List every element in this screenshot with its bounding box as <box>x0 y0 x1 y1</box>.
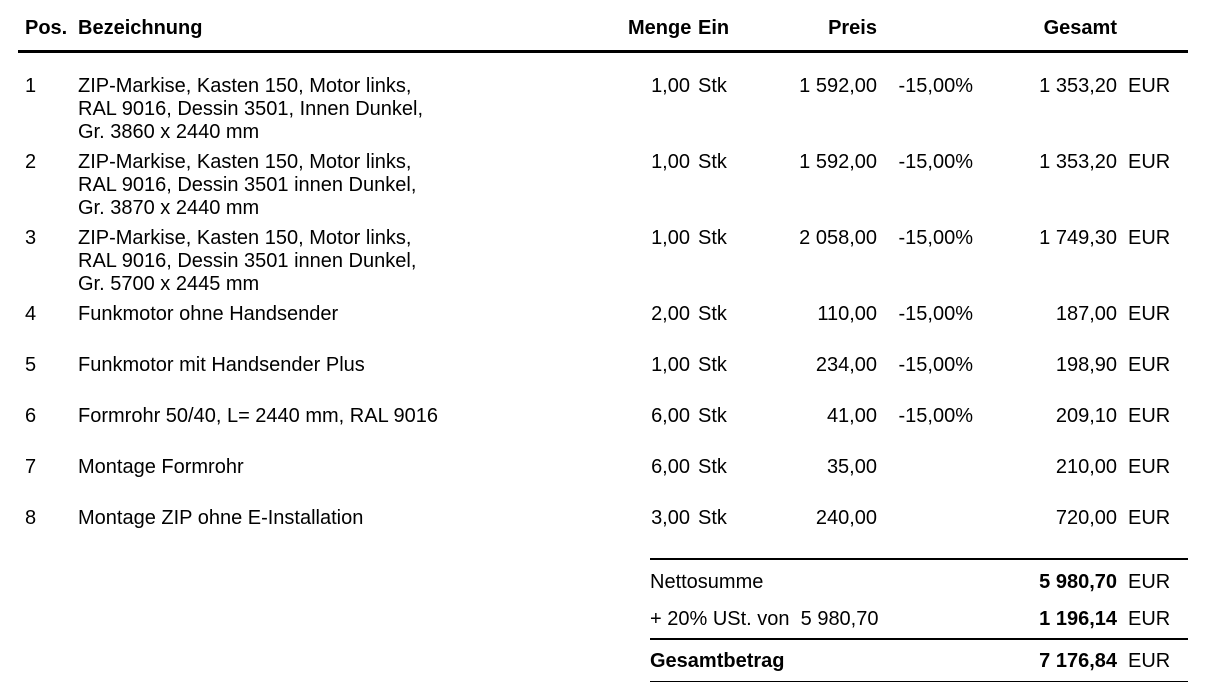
item-discount: -15,00% <box>898 303 974 325</box>
item-price: 35,00 <box>826 456 877 478</box>
item-currency: EUR <box>1128 456 1171 478</box>
item-price: 1 592,00 <box>799 151 877 173</box>
item-price: 110,00 <box>817 303 877 325</box>
item-discount: -15,00% <box>898 75 974 97</box>
line-item-row: 2 ZIP-Markise, Kasten 150, Motor links, … <box>25 151 1212 220</box>
item-quantity: 6,00 <box>651 456 690 478</box>
netto-sum-label: Nettosumme <box>650 571 764 593</box>
item-currency: EUR <box>1128 303 1171 325</box>
item-pos: 5 <box>25 354 37 376</box>
item-currency: EUR <box>1128 227 1171 249</box>
item-description: ZIP-Markise, Kasten 150, Motor links, RA… <box>78 227 417 295</box>
col-header-bezeichnung: Bezeichnung <box>78 17 203 39</box>
item-total: 210,00 <box>1055 456 1117 478</box>
item-description: ZIP-Markise, Kasten 150, Motor links, RA… <box>78 151 417 219</box>
item-currency: EUR <box>1128 405 1171 427</box>
item-unit: Stk <box>698 227 727 249</box>
item-price: 2 058,00 <box>799 227 877 249</box>
vat-currency: EUR <box>1128 608 1171 630</box>
item-currency: EUR <box>1128 354 1171 376</box>
item-description: Funkmotor mit Handsender Plus <box>78 354 365 376</box>
line-item-row: 3 ZIP-Markise, Kasten 150, Motor links, … <box>25 227 1212 296</box>
item-pos: 6 <box>25 405 37 427</box>
netto-sum-row: Nettosumme 5 980,70 EUR <box>650 571 1188 594</box>
item-unit: Stk <box>698 354 727 376</box>
grand-total-top-rule <box>650 638 1188 640</box>
item-unit: Stk <box>698 507 727 529</box>
item-discount: -15,00% <box>898 405 974 427</box>
item-currency: EUR <box>1128 507 1171 529</box>
header-divider-rule <box>18 50 1188 53</box>
item-pos: 2 <box>25 151 37 173</box>
item-description: Montage ZIP ohne E-Installation <box>78 507 364 529</box>
grand-total-label: Gesamtbetrag <box>650 650 785 672</box>
item-quantity: 3,00 <box>651 507 690 529</box>
item-currency: EUR <box>1128 151 1171 173</box>
line-item-row: 1 ZIP-Markise, Kasten 150, Motor links, … <box>25 75 1212 144</box>
line-item-row: 4 Funkmotor ohne Handsender 2,00 Stk 110… <box>25 303 1212 326</box>
item-unit: Stk <box>698 151 727 173</box>
item-description: Funkmotor ohne Handsender <box>78 303 339 325</box>
item-total: 720,00 <box>1055 507 1117 529</box>
item-price: 1 592,00 <box>799 75 877 97</box>
item-total: 209,10 <box>1055 405 1117 427</box>
item-discount: -15,00% <box>898 227 974 249</box>
netto-sum-value: 5 980,70 <box>1039 571 1117 593</box>
item-total: 1 353,20 <box>1039 75 1117 97</box>
item-pos: 4 <box>25 303 37 325</box>
table-header-row: Pos. Bezeichnung Menge Ein Preis Gesamt <box>25 17 1212 40</box>
item-description: Montage Formrohr <box>78 456 244 478</box>
item-quantity: 1,00 <box>651 151 690 173</box>
vat-row: + 20% USt. von 5 980,70 1 196,14 EUR <box>650 608 1188 631</box>
item-quantity: 2,00 <box>651 303 690 325</box>
item-currency: EUR <box>1128 75 1171 97</box>
totals-section: Nettosumme 5 980,70 EUR + 20% USt. von 5… <box>650 558 1188 682</box>
grand-total-row: Gesamtbetrag 7 176,84 EUR <box>650 650 1188 673</box>
line-item-row: 8 Montage ZIP ohne E-Installation 3,00 S… <box>25 507 1212 530</box>
grand-total-value: 7 176,84 <box>1039 650 1117 672</box>
item-quantity: 1,00 <box>651 75 690 97</box>
item-total: 1 353,20 <box>1039 151 1117 173</box>
totals-top-rule <box>650 558 1188 560</box>
item-quantity: 1,00 <box>651 354 690 376</box>
item-price: 240,00 <box>815 507 877 529</box>
item-pos: 8 <box>25 507 37 529</box>
line-item-row: 5 Funkmotor mit Handsender Plus 1,00 Stk… <box>25 354 1212 377</box>
item-description: Formrohr 50/40, L= 2440 mm, RAL 9016 <box>78 405 438 427</box>
item-pos: 3 <box>25 227 37 249</box>
item-pos: 1 <box>25 75 37 97</box>
item-unit: Stk <box>698 75 727 97</box>
item-total: 1 749,30 <box>1039 227 1117 249</box>
col-header-menge: Menge <box>628 17 692 39</box>
netto-sum-currency: EUR <box>1128 571 1171 593</box>
item-unit: Stk <box>698 456 727 478</box>
item-price: 41,00 <box>826 405 877 427</box>
grand-total-currency: EUR <box>1128 650 1171 672</box>
line-items-section: 1 ZIP-Markise, Kasten 150, Motor links, … <box>25 75 1212 530</box>
vat-value: 1 196,14 <box>1039 608 1117 630</box>
vat-label: + 20% USt. von 5 980,70 <box>650 608 879 630</box>
item-pos: 7 <box>25 456 37 478</box>
col-header-ein: Ein <box>698 17 730 39</box>
line-item-row: 6 Formrohr 50/40, L= 2440 mm, RAL 9016 6… <box>25 405 1212 428</box>
line-item-row: 7 Montage Formrohr 6,00 Stk 35,00 210,00… <box>25 456 1212 479</box>
col-header-preis: Preis <box>828 17 877 39</box>
item-discount: -15,00% <box>898 151 974 173</box>
item-unit: Stk <box>698 405 727 427</box>
col-header-pos: Pos. <box>25 17 68 39</box>
item-discount: -15,00% <box>898 354 974 376</box>
col-header-gesamt: Gesamt <box>1043 17 1117 39</box>
item-quantity: 1,00 <box>651 227 690 249</box>
item-total: 187,00 <box>1055 303 1117 325</box>
item-total: 198,90 <box>1055 354 1117 376</box>
item-unit: Stk <box>698 303 727 325</box>
item-description: ZIP-Markise, Kasten 150, Motor links, RA… <box>78 75 424 143</box>
item-quantity: 6,00 <box>651 405 690 427</box>
item-price: 234,00 <box>815 354 877 376</box>
